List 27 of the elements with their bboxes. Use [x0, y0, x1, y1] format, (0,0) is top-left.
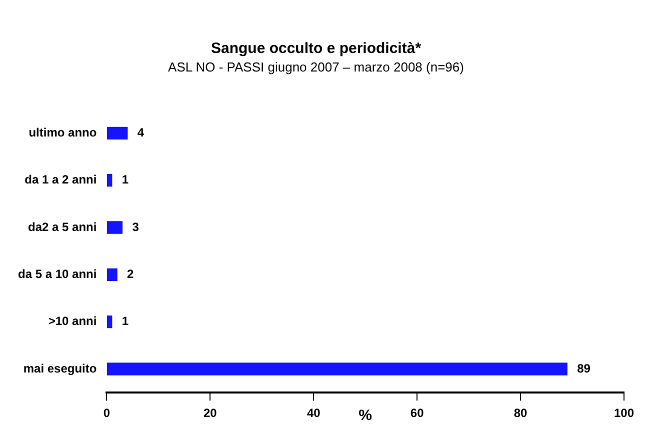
- y-tick-label: da 1 a 2 anni: [24, 172, 97, 187]
- y-tick-label: mai eseguito: [23, 361, 97, 376]
- data-label: 4: [137, 125, 144, 140]
- y-tick-label: >10 anni: [48, 314, 97, 328]
- data-label: 1: [122, 314, 129, 328]
- x-tick-label: 100: [614, 406, 634, 420]
- bar: [106, 362, 568, 376]
- x-tick-label: 40: [306, 406, 321, 420]
- y-tick-label: da2 a 5 anni: [28, 220, 97, 234]
- data-label: 2: [127, 266, 134, 281]
- data-label: 3: [132, 220, 140, 234]
- bar: [106, 316, 112, 328]
- x-tick-label: 0: [103, 406, 110, 420]
- bar: [106, 268, 118, 282]
- y-tick-label: da 5 a 10 anni: [18, 266, 97, 281]
- x-tick-label: 60: [410, 406, 424, 420]
- y-tick-label: ultimo anno: [28, 125, 97, 140]
- bar: [106, 174, 112, 187]
- x-tick-label: 20: [203, 406, 218, 420]
- chart-subtitle: ASL NO - PASSI giugno 2007 – marzo 2008 (n=96): [168, 59, 464, 74]
- chart-title: Sangue occulto e periodicità*: [210, 40, 422, 58]
- bar: [106, 126, 128, 140]
- x-tick-label: 80: [514, 406, 528, 420]
- data-label: 89: [577, 361, 591, 376]
- data-label: 1: [122, 172, 129, 187]
- bar: [106, 221, 123, 234]
- x-axis-title: %: [358, 407, 372, 424]
